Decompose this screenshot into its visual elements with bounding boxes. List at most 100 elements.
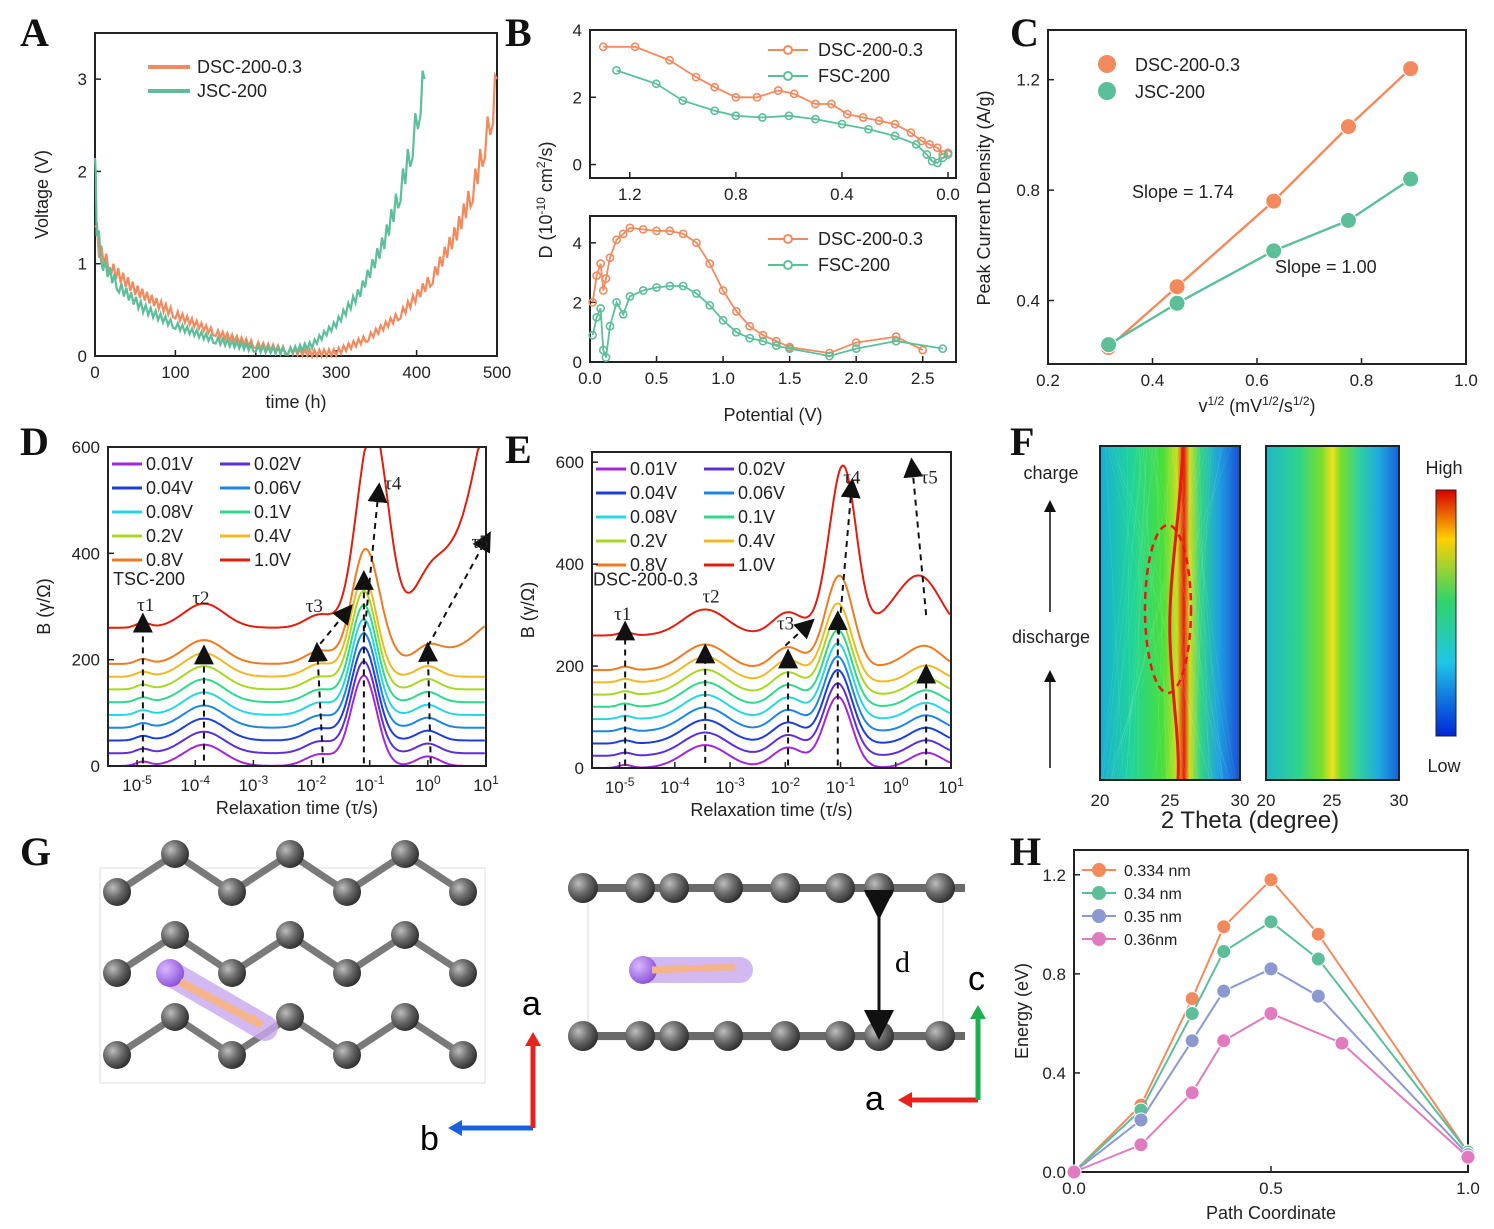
chart-c-legend-marker (1098, 82, 1116, 100)
chart-e-ytick-label: 400 (556, 555, 584, 574)
carbon-atom (770, 873, 800, 903)
chart-e-xtick-label: 10-3 (715, 775, 745, 797)
chart-b-bottom-ytick-label: 4 (573, 234, 582, 253)
chart-d-sample-label: TSC-200 (113, 569, 185, 589)
carbon-atom (449, 878, 477, 906)
chart-h-xtick-label: 0.5 (1259, 1179, 1283, 1198)
chart-d: 0.01V 0.02V0.04V 0.06V0.08V 0.1V0.2V 0.4V0.8… (34, 438, 499, 818)
chart-d-ytick-label: 600 (72, 438, 100, 457)
carbon-atom (825, 873, 855, 903)
carbon-atom (864, 873, 894, 903)
chart-d-trend-arrow (317, 652, 323, 764)
chart-b-bottom: 0.0 0.5 1.0 1.5 2.0 2.5 0 2 4 DSC-200-0.3 FSC-200 P… (534, 141, 956, 425)
chart-c-frame (1048, 30, 1466, 364)
chart-e-series-line (592, 630, 950, 707)
axis-b-label: b (420, 1120, 439, 1158)
chart-h-point (1134, 1138, 1148, 1152)
carbon-atom (625, 1021, 655, 1051)
carbon-atom (770, 1021, 800, 1051)
chart-e-tau-label: τ2 (702, 586, 719, 607)
chart-a-xtick-label: 500 (483, 363, 511, 382)
chart-a-legend-label: JSC-200 (197, 81, 267, 101)
chart-d-tau-label: τ5 (471, 532, 488, 553)
carbon-atom (276, 921, 304, 949)
chart-h-legend-label: 0.35 nm (1124, 909, 1182, 926)
chart-b-top-legend-label: DSC-200-0.3 (818, 40, 923, 60)
chart-d-series-line (108, 605, 485, 702)
chart-e-xtick-label: 10-2 (771, 775, 801, 797)
chart-b-top-ytick-label: 4 (573, 21, 582, 40)
chart-c-slope-annotation: Slope = 1.00 (1275, 257, 1377, 277)
chart-d-xtick-label: 10-2 (297, 773, 327, 795)
chart-h-series-line (1074, 969, 1468, 1172)
chart-b-bottom-ytick-label: 2 (573, 293, 582, 312)
chart-d-xtick-label: 100 (415, 773, 441, 795)
axis-c-label: c (968, 960, 985, 998)
chart-h-point (1311, 989, 1325, 1003)
chart-c-xlabel-part: 1/2 (1293, 394, 1310, 408)
chart-h-xtick-label: 1.0 (1456, 1179, 1480, 1198)
chart-a-xtick-label: 300 (322, 363, 350, 382)
axis-a-label: a (522, 985, 541, 1023)
chart-c-ytick-label: 1.2 (1016, 71, 1040, 90)
chart-d-legend-label: 0.1V (254, 502, 291, 522)
carbon-atom (864, 1021, 894, 1051)
chart-b-bottom-xtick-label: 0.5 (645, 369, 669, 388)
chart-e-xtick-label: 101 (938, 775, 964, 797)
chart-e-ytick-label: 200 (556, 657, 584, 676)
chart-d-trend-arrow (320, 612, 346, 644)
chart-h-point (1217, 984, 1231, 998)
chart-c-xlabel-part: 1/2 (1262, 394, 1279, 408)
chart-d-tau-label: τ1 (137, 595, 154, 616)
carbon-atom (713, 873, 743, 903)
chart-f-charge-label: charge (1023, 463, 1078, 483)
chart-c-xtick-label: 0.8 (1350, 371, 1374, 390)
chart-e: 0.01V 0.02V0.04V 0.06V0.08V 0.1V0.2V 0.4V0.8… (518, 452, 964, 820)
chart-b-top-xtick-label: 0.4 (830, 185, 854, 204)
panel-label-d: D (20, 419, 49, 464)
chart-d-trend-arrow (428, 652, 431, 764)
chart-h-point (1264, 915, 1278, 929)
chart-b-xlabel: Potential (V) (723, 405, 822, 425)
chart-c-xlabel-part: v (1198, 396, 1207, 416)
chart-c-xlabel-part: 1/2 (1207, 394, 1224, 408)
chart-h-point (1311, 927, 1325, 941)
chart-b-top-ytick-label: 2 (573, 88, 582, 107)
chart-f-xtick-label: 30 (1390, 791, 1409, 810)
chart-b-ylabel-part: /s) (536, 141, 556, 161)
chart-a-series-line (95, 71, 425, 355)
chart-d-ytick-label: 200 (72, 651, 100, 670)
chart-d-legend-label: 0.4V (254, 526, 291, 546)
chart-d-legend-label: 1.0V (254, 550, 291, 570)
chart-e-legend-label: 0.1V (738, 507, 775, 527)
panel-label-h: H (1010, 829, 1041, 874)
chart-h-legend-marker (1092, 932, 1106, 946)
chart-e-legend-label: 0.4V (738, 531, 775, 551)
chart-d-xlabel: Relaxation time (τ/s) (216, 798, 378, 818)
distance-label: d (895, 946, 910, 979)
colorbar-low-label: Low (1427, 756, 1461, 776)
chart-c-ylabel: Peak Current Density (A/g) (974, 90, 994, 305)
chart-h-point (1185, 1006, 1199, 1020)
chart-d-xtick-label: 10-1 (355, 773, 385, 795)
chart-b-top-xtick-label: 0.8 (724, 185, 748, 204)
carbon-atom (825, 1021, 855, 1051)
chart-e-ylabel: B (γ/Ω) (518, 582, 538, 638)
chart-c-xlabel-part: ) (1310, 396, 1316, 416)
panel-g-structure: a b d c a (100, 840, 986, 1158)
carbon-atom (218, 1041, 246, 1069)
carbon-atom (925, 1021, 955, 1051)
panel-label-b: B (505, 10, 532, 55)
panel-label-a: A (20, 10, 49, 55)
chart-e-sample-label: DSC-200-0.3 (593, 570, 698, 590)
chart-d-xtick-label: 10-3 (239, 773, 269, 795)
chart-b-top-legend-marker (784, 72, 792, 80)
carbon-atom (161, 921, 189, 949)
chart-c-xtick-label: 0.4 (1141, 371, 1165, 390)
chart-h-ytick-label: 0.0 (1042, 1163, 1066, 1182)
chart-b-bottom-ytick-label: 0 (573, 353, 582, 372)
panel-label-g: G (20, 829, 51, 874)
chart-e-tau-label: τ5 (921, 468, 938, 489)
chart-h-legend-label: 0.334 nm (1124, 863, 1191, 880)
carbon-atom (161, 1003, 189, 1031)
